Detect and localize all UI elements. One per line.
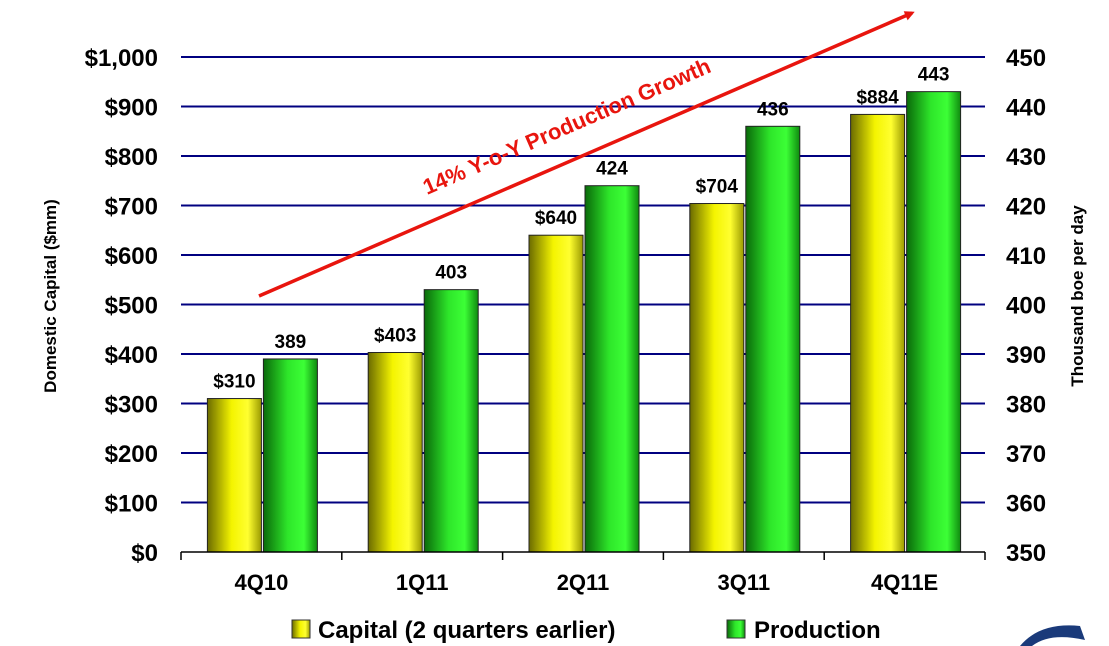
category-label: 3Q11 xyxy=(717,570,770,595)
left-tick-label: $1,000 xyxy=(85,45,158,72)
category-label: 4Q11E xyxy=(871,570,938,595)
left-tick-label: $0 xyxy=(131,540,158,567)
growth-arrow xyxy=(258,11,915,298)
left-tick-label: $500 xyxy=(105,293,158,320)
legend: Capital (2 quarters earlier) Production xyxy=(291,617,881,644)
data-label-capital: $403 xyxy=(374,326,416,347)
bar-capital xyxy=(850,113,906,553)
right-tick-label: 430 xyxy=(1006,144,1046,171)
x-axis-ticks xyxy=(180,552,986,560)
logo-arc xyxy=(1020,625,1085,646)
bar-production xyxy=(262,358,318,553)
left-tick-label: $200 xyxy=(105,441,158,468)
left-tick-label: $700 xyxy=(105,194,158,221)
data-label-capital: $884 xyxy=(856,87,899,108)
right-tick-label: 370 xyxy=(1006,441,1046,468)
right-tick-label: 350 xyxy=(1006,540,1046,567)
left-tick-label: $300 xyxy=(105,392,158,419)
category-labels: 4Q10 1Q11 2Q11 3Q11 4Q11E xyxy=(234,570,938,595)
growth-annotation-text: 14% Y-o-Y Production Growth xyxy=(419,53,714,199)
bars xyxy=(206,91,962,553)
right-tick-label: 440 xyxy=(1006,95,1046,122)
legend-label-production: Production xyxy=(754,617,881,644)
data-labels: $310 389 $403 403 $640 424 $704 436 $884 443 xyxy=(213,65,949,393)
legend-swatch-capital xyxy=(291,619,311,639)
data-label-production: 403 xyxy=(435,263,467,284)
bar-capital xyxy=(528,234,584,553)
left-axis-title: Domestic Capital ($mm) xyxy=(41,199,60,393)
data-label-production: 443 xyxy=(918,65,950,86)
data-label-production: 389 xyxy=(275,332,307,353)
legend-swatch-production xyxy=(726,619,746,639)
right-tick-label: 410 xyxy=(1006,243,1046,270)
data-label-capital: $310 xyxy=(213,372,255,393)
right-tick-label: 420 xyxy=(1006,194,1046,221)
bar-capital xyxy=(367,352,423,553)
data-label-production: 424 xyxy=(596,159,628,180)
logo xyxy=(1020,625,1085,646)
bar-capital xyxy=(206,398,262,553)
bar-production xyxy=(745,125,801,553)
category-label: 1Q11 xyxy=(396,570,449,595)
right-axis: 350 360 370 380 390 400 410 420 430 440 450 xyxy=(1006,45,1046,567)
bar-production xyxy=(906,91,962,553)
category-label: 4Q10 xyxy=(234,570,288,595)
right-tick-label: 390 xyxy=(1006,342,1046,369)
right-tick-label: 450 xyxy=(1006,45,1046,72)
right-axis-title: Thousand boe per day xyxy=(1068,205,1087,387)
data-label-capital: $640 xyxy=(535,208,577,229)
right-tick-label: 400 xyxy=(1006,293,1046,320)
right-tick-label: 360 xyxy=(1006,491,1046,518)
left-tick-label: $600 xyxy=(105,243,158,270)
data-label-production: 436 xyxy=(757,99,789,120)
bar-capital xyxy=(689,203,745,553)
left-tick-label: $400 xyxy=(105,342,158,369)
left-tick-label: $100 xyxy=(105,491,158,518)
left-tick-label: $900 xyxy=(105,95,158,122)
category-label: 2Q11 xyxy=(557,570,610,595)
left-axis: $0 $100 $200 $300 $400 $500 $600 $700 $800 $900 $1… xyxy=(85,45,158,567)
bar-production xyxy=(584,185,640,553)
data-label-capital: $704 xyxy=(696,177,739,198)
left-tick-label: $800 xyxy=(105,144,158,171)
right-tick-label: 380 xyxy=(1006,392,1046,419)
legend-label-capital: Capital (2 quarters earlier) xyxy=(318,617,615,644)
bar-production xyxy=(423,289,479,553)
